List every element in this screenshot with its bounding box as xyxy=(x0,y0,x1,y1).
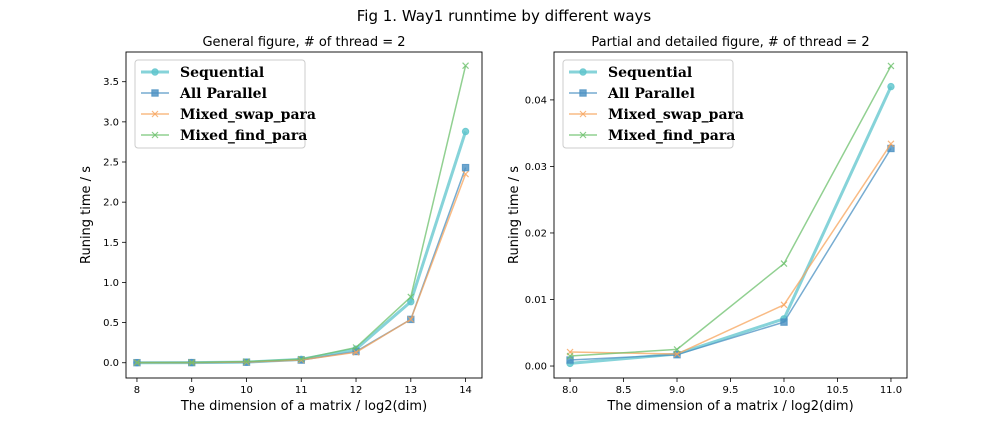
axes-frame xyxy=(125,51,483,379)
legend-label: Mixed_swap_para xyxy=(180,107,316,123)
y-tick-label: 2.0 xyxy=(103,198,119,209)
series-line-mixed-swap-para xyxy=(570,143,892,355)
legend-marker xyxy=(579,89,587,97)
data-point-all-parallel xyxy=(461,163,470,172)
legend-marker xyxy=(151,131,159,139)
x-tick-label: 10.5 xyxy=(826,385,848,396)
legend-label: All Parallel xyxy=(607,86,695,102)
y-axis-label: Runing time / s xyxy=(79,166,94,264)
legend-label: Sequential xyxy=(180,65,264,81)
legend-label: All Parallel xyxy=(179,86,267,102)
x-tick-label: 13 xyxy=(404,385,417,396)
legend-box xyxy=(562,59,734,149)
legend-marker xyxy=(151,68,159,76)
x-tick-label: 8.0 xyxy=(562,385,578,396)
x-tick-label: 10.0 xyxy=(773,385,795,396)
x-tick-label: 11 xyxy=(295,385,308,396)
y-tick-label: 0.02 xyxy=(525,228,547,239)
chart-title: Partial and detailed figure, # of thread… xyxy=(591,35,869,50)
legend-marker xyxy=(579,131,587,139)
legend-box xyxy=(134,59,306,149)
y-tick-label: 0.03 xyxy=(525,162,547,173)
legend-label: Sequential xyxy=(608,65,692,81)
data-point-mixed-find-para xyxy=(297,355,305,363)
data-point-mixed-find-para xyxy=(780,260,788,267)
legend-label: Mixed_find_para xyxy=(608,128,735,144)
y-tick-label: 0.00 xyxy=(525,362,547,373)
data-point-mixed-find-para xyxy=(673,345,681,353)
data-point-mixed-swap-para xyxy=(887,140,895,148)
series-line-mixed-find-para xyxy=(569,65,892,357)
data-point-sequential xyxy=(461,127,470,136)
legend: Sequential All Parallel Mixed_swap_para Mix… xyxy=(134,59,316,149)
chart-general: General figure, # of thread = 2 8 9 10 11 12 1… xyxy=(79,35,483,414)
data-point-mixed-find-para xyxy=(407,293,415,301)
legend-label: Mixed_find_para xyxy=(180,128,307,144)
series-line-mixed-swap-para xyxy=(136,173,467,364)
y-tick-label: 2.5 xyxy=(103,158,119,169)
x-axis-label: The dimension of a matrix / log2(dim) xyxy=(180,399,427,414)
y-tick-label: 0.01 xyxy=(525,295,547,306)
legend-marker xyxy=(579,68,587,76)
x-tick-label: 12 xyxy=(350,385,363,396)
data-point-sequential xyxy=(887,82,895,91)
x-tick-label: 10 xyxy=(240,385,253,396)
x-tick-label: 8.5 xyxy=(616,385,632,396)
data-point-mixed-find-para xyxy=(133,359,141,367)
legend-label: Mixed_swap_para xyxy=(608,107,744,123)
legend-marker xyxy=(579,110,587,118)
series-line-sequential xyxy=(569,85,893,365)
x-tick-label: 14 xyxy=(459,385,472,396)
y-tick-label: 0.0 xyxy=(103,358,119,369)
data-point-sequential xyxy=(407,298,415,306)
y-tick-label: 0.04 xyxy=(525,95,547,106)
x-axis-label: The dimension of a matrix / log2(dim) xyxy=(606,399,853,414)
y-tick-label: 3.0 xyxy=(103,117,119,128)
y-tick-label: 3.5 xyxy=(103,77,119,88)
legend-marker xyxy=(151,89,159,97)
data-point-all-parallel xyxy=(780,318,788,326)
x-tick-label: 11.0 xyxy=(880,385,902,396)
chart-title: General figure, # of thread = 2 xyxy=(202,35,405,50)
data-point-mixed-swap-para xyxy=(780,301,788,309)
data-point-mixed-find-para xyxy=(188,359,196,366)
x-tick-label: 9.5 xyxy=(723,385,739,396)
series-line-all-parallel xyxy=(570,148,892,361)
chart-partial-detailed: Partial and detailed figure, # of thread… xyxy=(507,35,908,414)
series-line-sequential xyxy=(136,131,467,365)
data-point-mixed-swap-para xyxy=(462,170,469,178)
y-tick-label: 1.0 xyxy=(103,278,119,289)
y-tick-label: 1.5 xyxy=(103,238,119,249)
figure-suptitle: Fig 1. Way1 runntime by different ways xyxy=(357,7,652,25)
data-point-mixed-find-para xyxy=(352,344,360,351)
data-point-mixed-find-para xyxy=(462,62,469,70)
data-point-mixed-find-para xyxy=(243,358,250,365)
legend: Sequential All Parallel Mixed_swap_para Mix… xyxy=(562,59,744,149)
x-tick-label: 9.0 xyxy=(669,385,685,396)
series-line-all-parallel xyxy=(136,167,467,364)
y-axis-label: Runing time / s xyxy=(507,166,522,264)
data-point-mixed-find-para xyxy=(566,352,574,360)
data-point-mixed-swap-para xyxy=(407,315,415,323)
x-tick-label: 9 xyxy=(189,385,195,396)
x-tick-label: 8 xyxy=(134,385,140,396)
legend-marker xyxy=(151,110,159,118)
data-point-mixed-find-para xyxy=(887,62,895,70)
y-tick-label: 0.5 xyxy=(103,318,119,329)
